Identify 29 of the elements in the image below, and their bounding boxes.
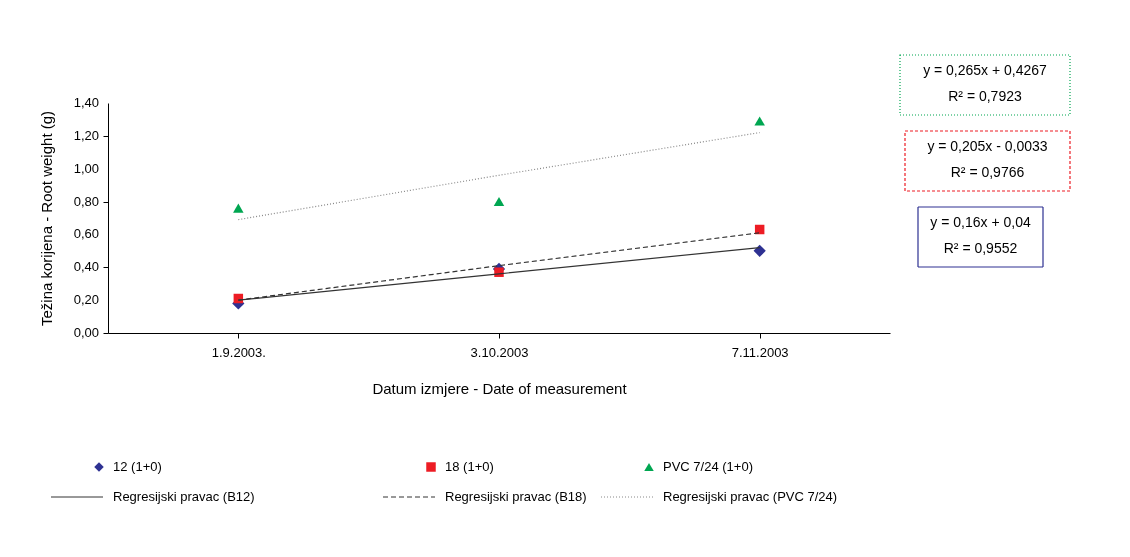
point xyxy=(493,197,505,207)
text: R² = 0,9552 xyxy=(943,240,1018,256)
legend-label: 12 (1+0) xyxy=(113,459,162,474)
y-tick-label: 1,20 xyxy=(73,127,99,143)
y-axis-title: Težina korijena - Root weight (g) xyxy=(38,110,55,327)
text: R² = 0,7923 xyxy=(948,88,1022,104)
legend-label: Regresijski pravac (B18) xyxy=(445,489,587,504)
y-tick-label: 0,80 xyxy=(73,193,99,209)
point xyxy=(753,244,766,257)
point xyxy=(754,116,765,126)
y-tick-label: 0,40 xyxy=(73,259,99,275)
text: y = 0,205x - 0,0033 xyxy=(927,138,1048,154)
x-tick-label: 1.9.2003. xyxy=(211,344,266,360)
text: y = 0,16x + 0,04 xyxy=(930,214,1031,230)
legend-label: Regresijski pravac (PVC 7/24) xyxy=(663,489,838,504)
x-axis-title: Datum izmjere - Date of measurement xyxy=(372,379,628,397)
legend-label: 18 (1+0) xyxy=(445,459,494,474)
text: y = 0,265x + 0,4267 xyxy=(923,62,1048,78)
y-tick-label: 0,00 xyxy=(73,325,99,340)
y-tick-label: 1,40 xyxy=(73,95,99,110)
legend-label: Regresijski pravac (B12) xyxy=(113,489,255,504)
y-tick-label: 0,20 xyxy=(73,292,99,308)
y-tick-label: 0,60 xyxy=(73,226,99,242)
text: R² = 0,9766 xyxy=(950,164,1025,180)
x-tick-label: 3.10.2003 xyxy=(470,344,529,360)
x-tick-label: 7.11.2003 xyxy=(731,344,789,360)
y-tick-label: 1,00 xyxy=(73,160,99,176)
point xyxy=(233,203,244,213)
legend-label: PVC 7/24 (1+0) xyxy=(663,459,753,474)
